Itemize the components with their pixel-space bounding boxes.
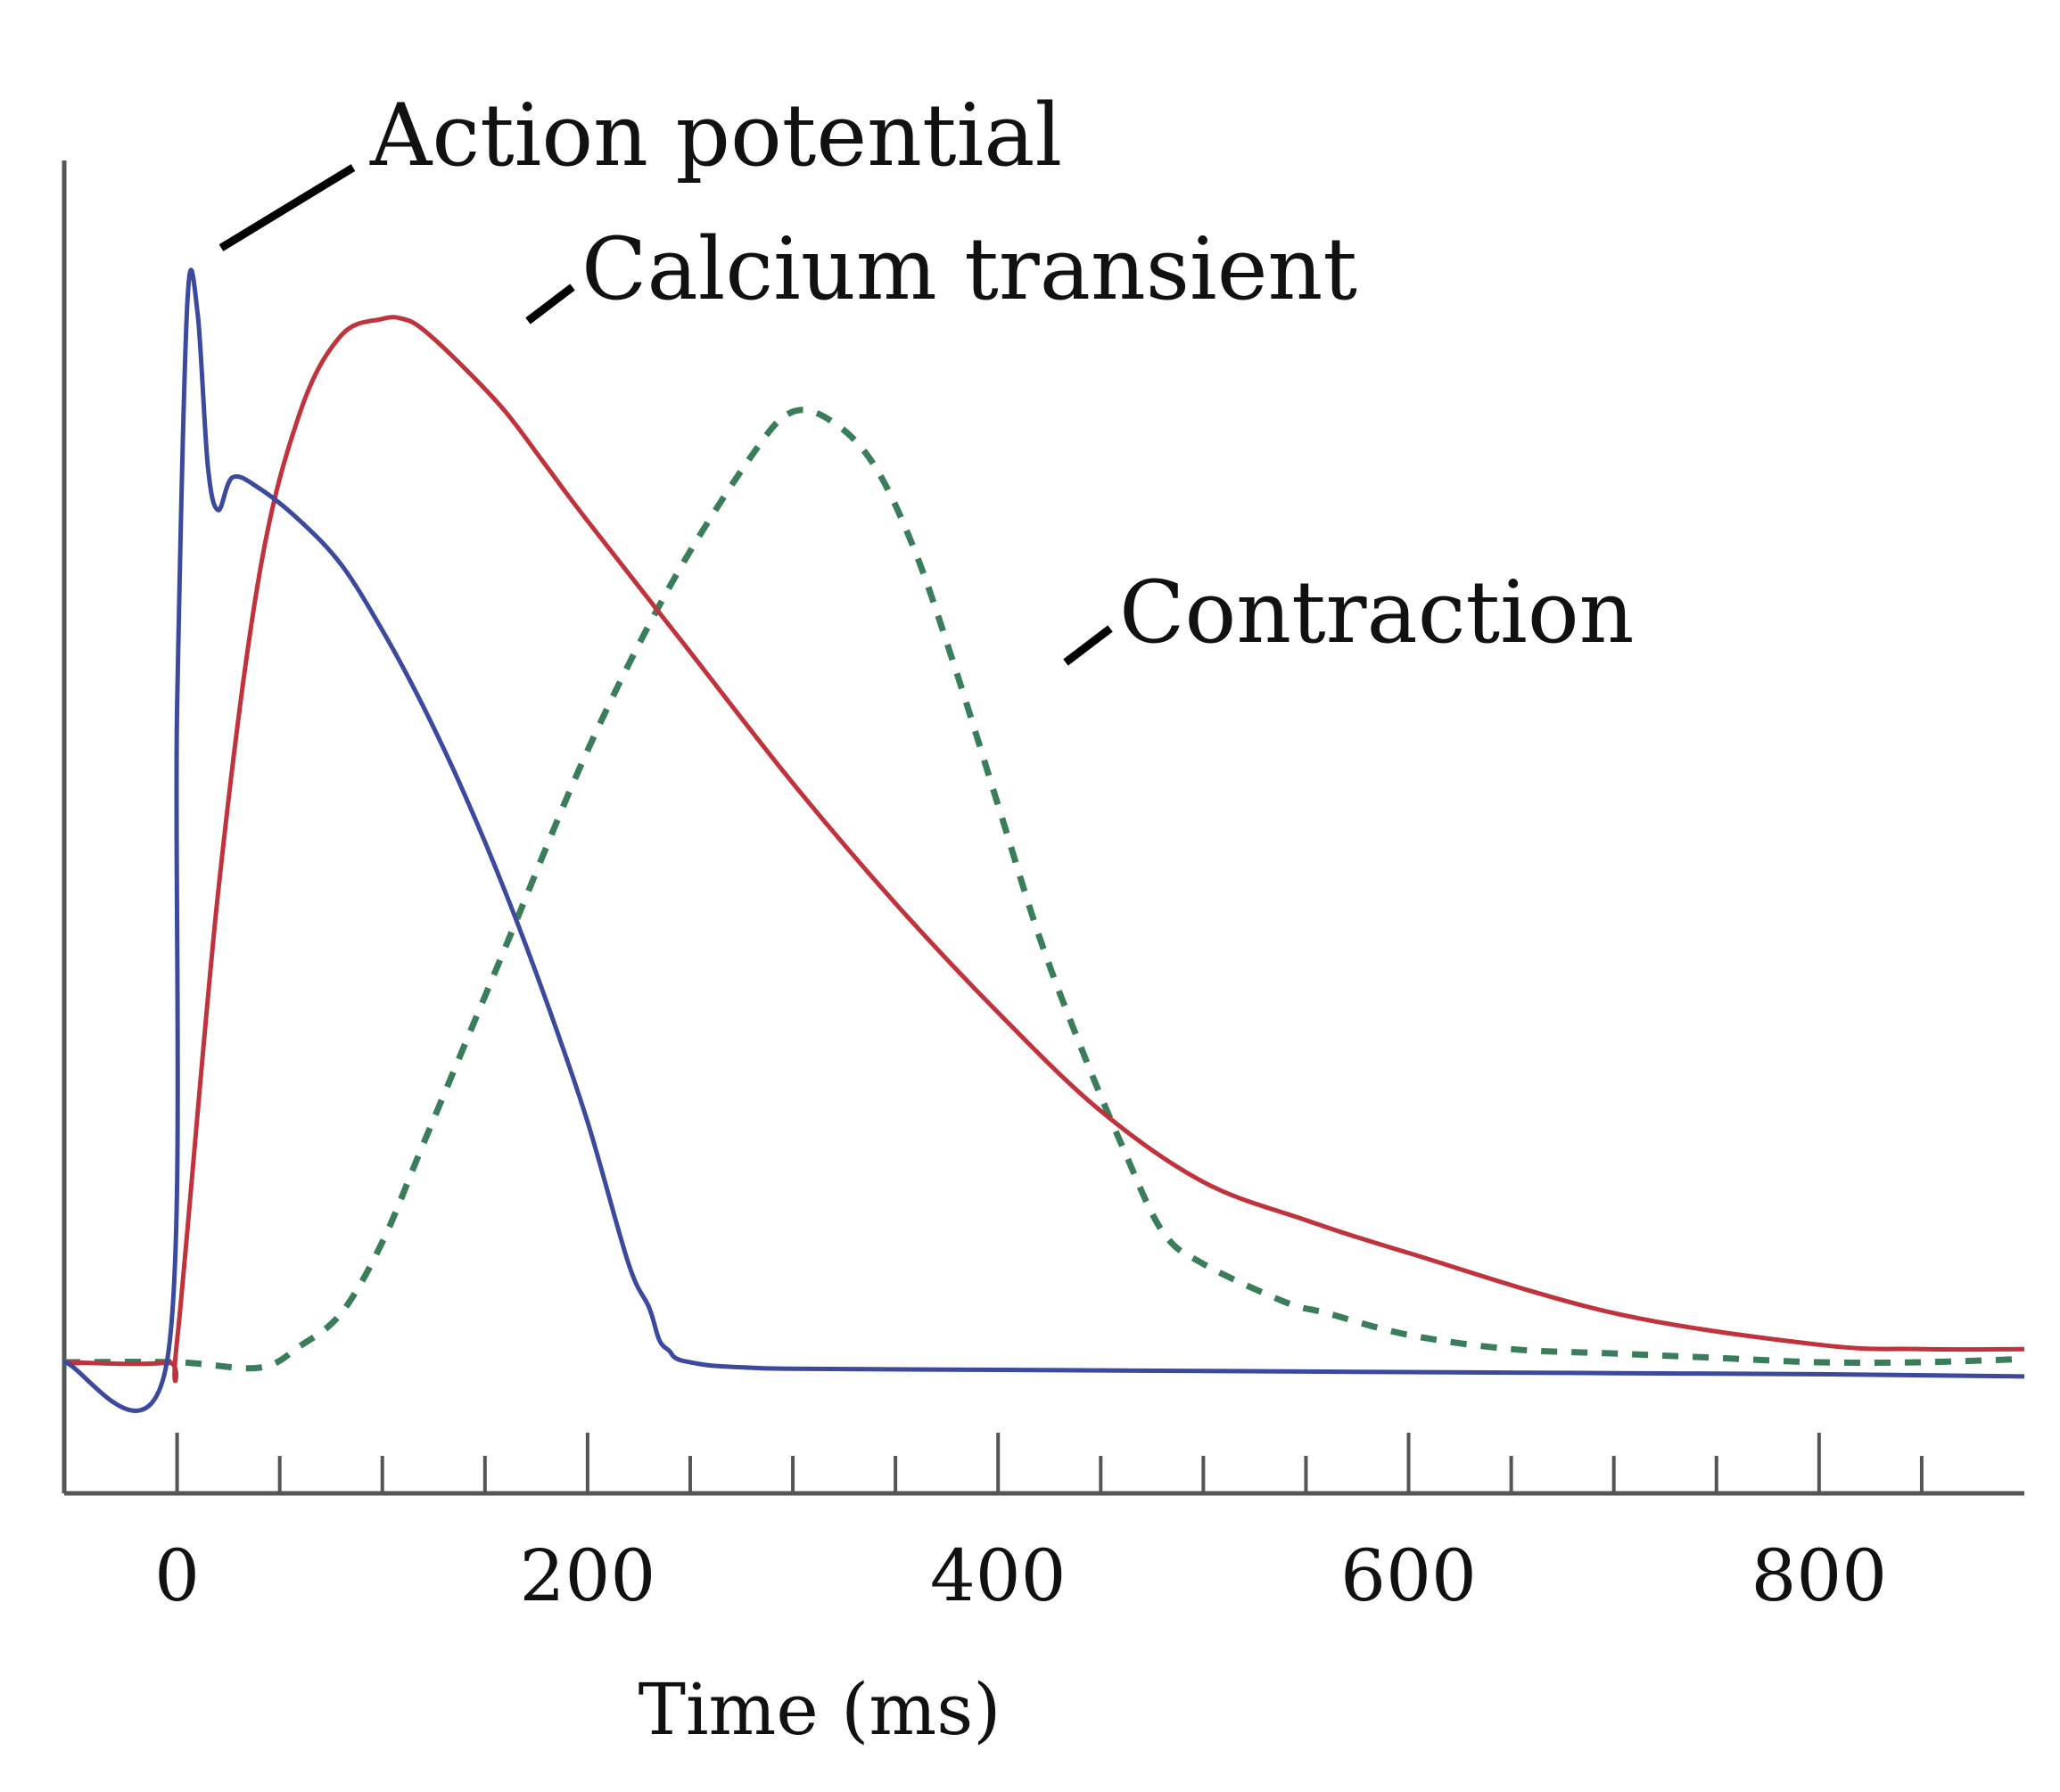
series-lines xyxy=(63,267,2025,1413)
annotation-leader-calcium-transient xyxy=(525,284,575,325)
axes xyxy=(62,160,2024,1496)
series-annotations: Action potential Calcium transient Contrac… xyxy=(218,86,1634,666)
x-tick-label: 600 xyxy=(1340,1534,1477,1617)
series-line-contraction xyxy=(63,407,2025,1372)
annotation-label-contraction: Contraction xyxy=(1119,563,1634,662)
series-line-calcium-transient xyxy=(63,315,2025,1384)
annotation-leader-action-potential xyxy=(218,164,356,251)
x-tick-label: 800 xyxy=(1751,1534,1887,1617)
x-axis-title: Time (ms) xyxy=(639,1668,1001,1751)
x-tick-labels: 0 200 400 600 800 xyxy=(154,1534,1887,1617)
series-line-action-potential xyxy=(63,267,2025,1413)
x-tick-label: 0 xyxy=(154,1534,200,1617)
annotation-label-calcium-transient: Calcium transient xyxy=(581,219,1357,319)
x-ticks xyxy=(175,1433,1924,1493)
x-tick-label: 400 xyxy=(930,1534,1067,1617)
annotation-leader-contraction xyxy=(1063,625,1113,666)
x-tick-label: 200 xyxy=(520,1534,656,1617)
annotation-label-action-potential: Action potential xyxy=(369,86,1062,185)
